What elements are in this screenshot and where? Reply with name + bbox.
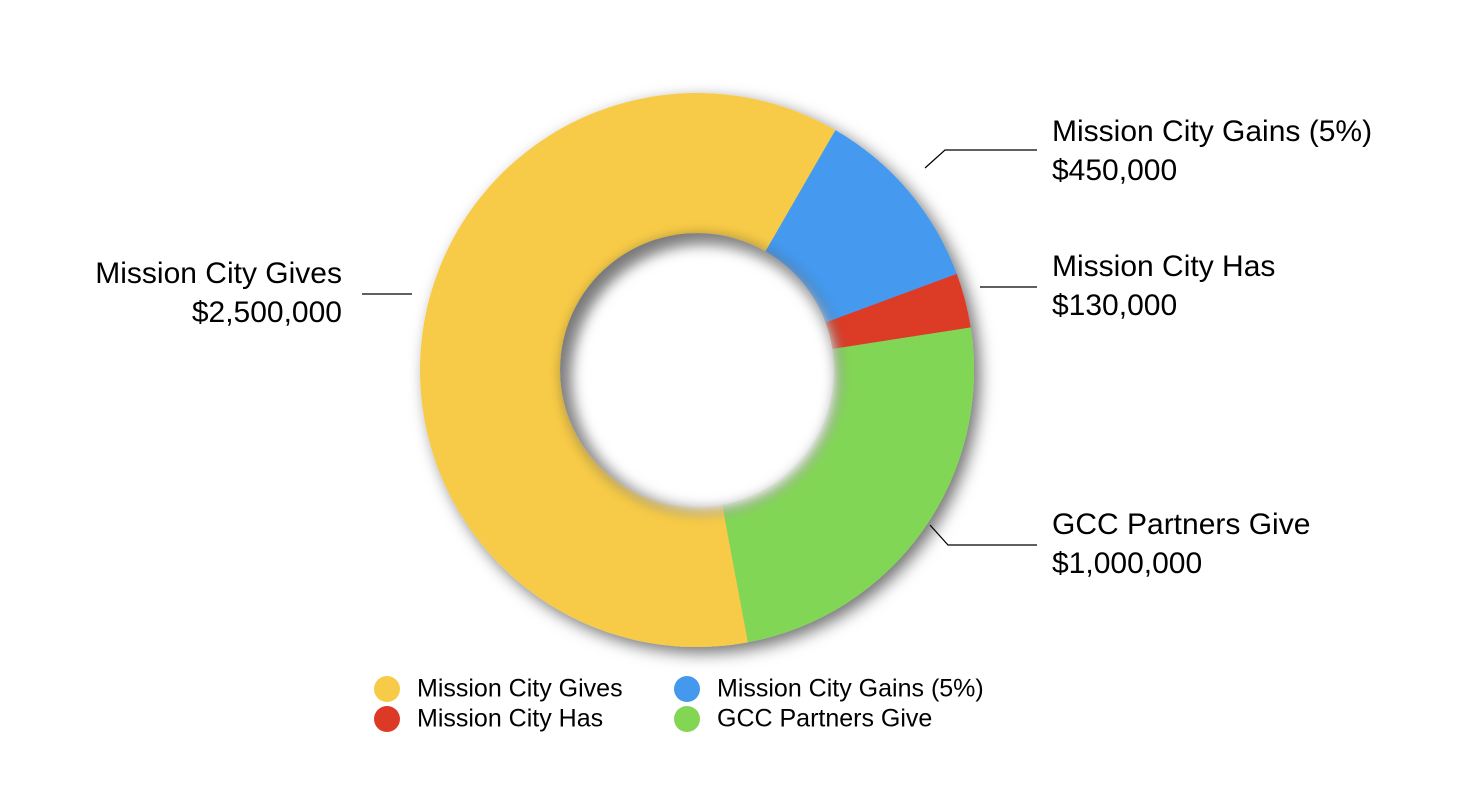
leader-line (929, 524, 1037, 546)
slice-label: GCC Partners Give (1052, 508, 1310, 541)
slice-label: Mission City Gives (95, 257, 342, 290)
donut-slice (722, 327, 974, 643)
slice-value: $450,000 (1052, 154, 1177, 187)
slice-value: $2,500,000 (192, 296, 342, 329)
legend-label: GCC Partners Give (717, 705, 932, 733)
legend-label: Mission City Gives (417, 675, 623, 703)
legend-label: Mission City Has (417, 705, 603, 733)
donut-hole (571, 244, 837, 510)
donut-slice (765, 130, 957, 323)
slice-value: $1,000,000 (1052, 547, 1202, 580)
legend-swatch (674, 676, 700, 702)
donut-slice (420, 92, 836, 647)
slice-value: $130,000 (1052, 289, 1177, 322)
legend-label: Mission City Gains (5%) (717, 675, 984, 703)
leader-line (924, 149, 1037, 169)
legend-swatch (374, 676, 400, 702)
legend-swatch (674, 706, 700, 732)
legend-swatch (374, 706, 400, 732)
annotations: Mission City Gives $2,500,000 Mission City… (95, 115, 1372, 733)
slice-label: Mission City Has (1052, 250, 1275, 283)
slice-label: Mission City Gains (5%) (1052, 115, 1372, 148)
donut-slice (825, 273, 971, 349)
donut (420, 92, 974, 647)
